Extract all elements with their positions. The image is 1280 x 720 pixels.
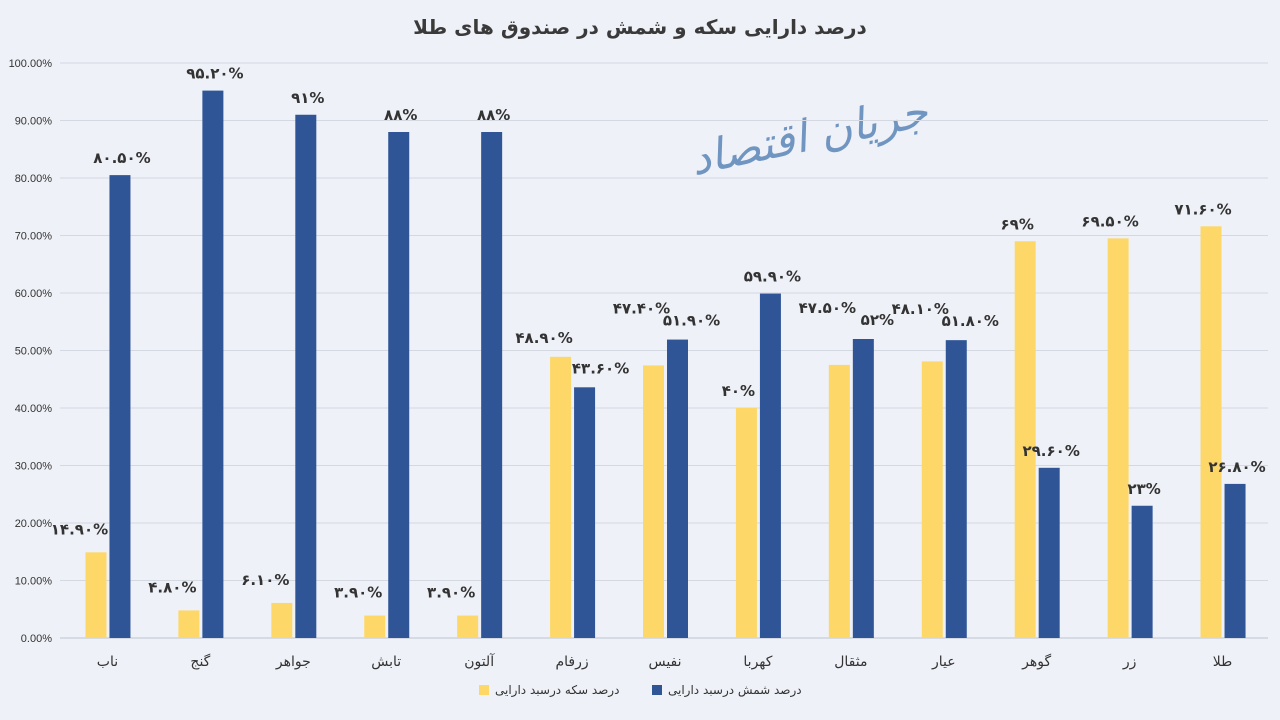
bar-bullion — [852, 339, 874, 638]
x-tick-label: نفیس — [648, 654, 681, 670]
x-axis-ticks: ناب گنج جواهر تابش آلتون زرفام نفیس کهربا مثقال ع… — [97, 653, 1232, 670]
bar-coin — [1200, 226, 1222, 639]
x-tick-label: طلا — [1213, 654, 1233, 670]
bar-coin — [550, 356, 572, 638]
data-label-bullion: ۸۸% — [384, 106, 417, 124]
bar-bullion — [667, 339, 688, 638]
legend-swatch-coin — [479, 685, 489, 695]
legend-label-coin: درصد سکه درسبد دارایی — [495, 683, 619, 698]
data-label-bullion: ۹۵.۲۰% — [186, 65, 243, 83]
y-tick-label: 30.00% — [15, 461, 53, 473]
legend-swatch-bullion — [652, 685, 662, 695]
data-label-bullion: ۸۸% — [477, 106, 510, 124]
data-label-bullion: ۸۰.۵۰% — [93, 149, 150, 167]
data-label-bullion: ۴۳.۶۰% — [572, 359, 629, 377]
bar-coin — [178, 610, 200, 638]
data-label-bullion: ۲۶.۸۰% — [1208, 458, 1265, 476]
chart-title: درصد دارایی سکه و شمش در صندوق های طلا — [413, 15, 867, 39]
y-axis-ticks: 0.00% 10.00% 20.00% 30.00% 40.00% 50.00% 60.00… — [9, 58, 53, 645]
data-label-coin: ۱۴.۹۰% — [51, 520, 108, 538]
y-tick-label: 80.00% — [15, 173, 53, 185]
bar-bullion — [202, 90, 224, 639]
y-tick-label: 60.00% — [15, 288, 53, 300]
y-tick-label: 20.00% — [15, 518, 53, 530]
bar-bullion — [945, 340, 967, 638]
data-label-coin: ۳.۹۰% — [427, 584, 475, 602]
watermark-logo: جریان اقتصاد — [686, 86, 933, 186]
x-tick-label: تابش — [371, 654, 401, 670]
data-label-coin: ۳.۹۰% — [334, 584, 382, 602]
y-tick-label: 90.00% — [15, 116, 53, 128]
data-label-coin: ۴.۸۰% — [148, 578, 196, 596]
x-tick-label: مثقال — [834, 654, 867, 670]
bar-coin — [643, 365, 664, 638]
data-label-bullion: ۹۱% — [291, 89, 324, 107]
bars — [85, 90, 1246, 639]
x-tick-label: گنج — [190, 653, 210, 670]
data-label-bullion: ۵۹.۹۰% — [744, 268, 801, 286]
y-tick-label: 40.00% — [15, 403, 53, 415]
bar-coin — [921, 361, 943, 638]
data-label-bullion: ۲۳% — [1127, 480, 1160, 498]
data-label-coin: ۶۹.۵۰% — [1081, 212, 1138, 230]
data-label-coin: ۴۸.۱۰% — [892, 300, 949, 318]
bar-bullion — [1131, 505, 1153, 638]
x-tick-label: جواهر — [275, 654, 311, 670]
data-label-coin: ۴۷.۴۰% — [613, 300, 670, 318]
data-label-coin: ۴۰% — [722, 382, 755, 400]
legend-label-bullion: درصد شمش درسبد دارایی — [668, 683, 802, 698]
bar-bullion — [481, 132, 503, 638]
bar-coin — [457, 615, 479, 638]
x-tick-label: عیار — [931, 654, 956, 670]
data-label-coin: ۴۸.۹۰% — [515, 329, 572, 347]
y-tick-label: 70.00% — [15, 231, 53, 243]
data-label-bullion: ۵۲% — [861, 311, 894, 329]
x-tick-label: کهربا — [743, 654, 772, 670]
bar-coin — [364, 615, 386, 638]
data-label-bullion: ۲۹.۶۰% — [1023, 442, 1080, 460]
data-labels: ۱۴.۹۰% ۸۰.۵۰% ۴.۸۰% ۹۵.۲۰% ۶.۱۰% ۹۱% ۳.۹۰% ۸۸% ۳… — [51, 65, 1266, 602]
bar-coin — [828, 364, 850, 638]
bar-bullion — [388, 132, 410, 638]
data-label-coin: ۶۹% — [1001, 215, 1034, 233]
bar-bullion — [574, 387, 596, 638]
data-label-bullion: ۵۱.۸۰% — [942, 312, 999, 330]
bar-coin — [1014, 241, 1036, 638]
x-tick-label: زر — [1122, 654, 1137, 670]
data-label-coin: ۷۱.۶۰% — [1174, 200, 1231, 218]
bar-coin — [1107, 238, 1129, 638]
y-tick-label: 100.00% — [9, 58, 53, 70]
bar-bullion — [1038, 467, 1060, 638]
x-tick-label: گوهر — [1021, 653, 1051, 670]
bar-coin — [271, 602, 293, 638]
y-tick-label: 50.00% — [15, 346, 53, 358]
x-tick-label: زرفام — [555, 654, 588, 670]
bar-bullion — [1224, 483, 1246, 638]
bar-bullion — [295, 114, 317, 638]
x-tick-label: آلتون — [464, 653, 495, 670]
data-label-coin: ۶.۱۰% — [241, 571, 289, 589]
x-tick-label: ناب — [97, 654, 118, 670]
data-label-coin: ۴۷.۵۰% — [799, 299, 856, 317]
bar-bullion — [109, 175, 131, 638]
bar-coin — [735, 408, 757, 638]
bar-coin — [85, 552, 107, 638]
bar-bullion — [759, 293, 781, 638]
legend: درصد سکه درسبد دارایی درصد شمش درسبد دارا… — [479, 683, 802, 698]
y-tick-label: 10.00% — [15, 576, 53, 588]
data-label-bullion: ۵۱.۹۰% — [663, 312, 720, 330]
y-tick-label: 0.00% — [21, 633, 52, 645]
